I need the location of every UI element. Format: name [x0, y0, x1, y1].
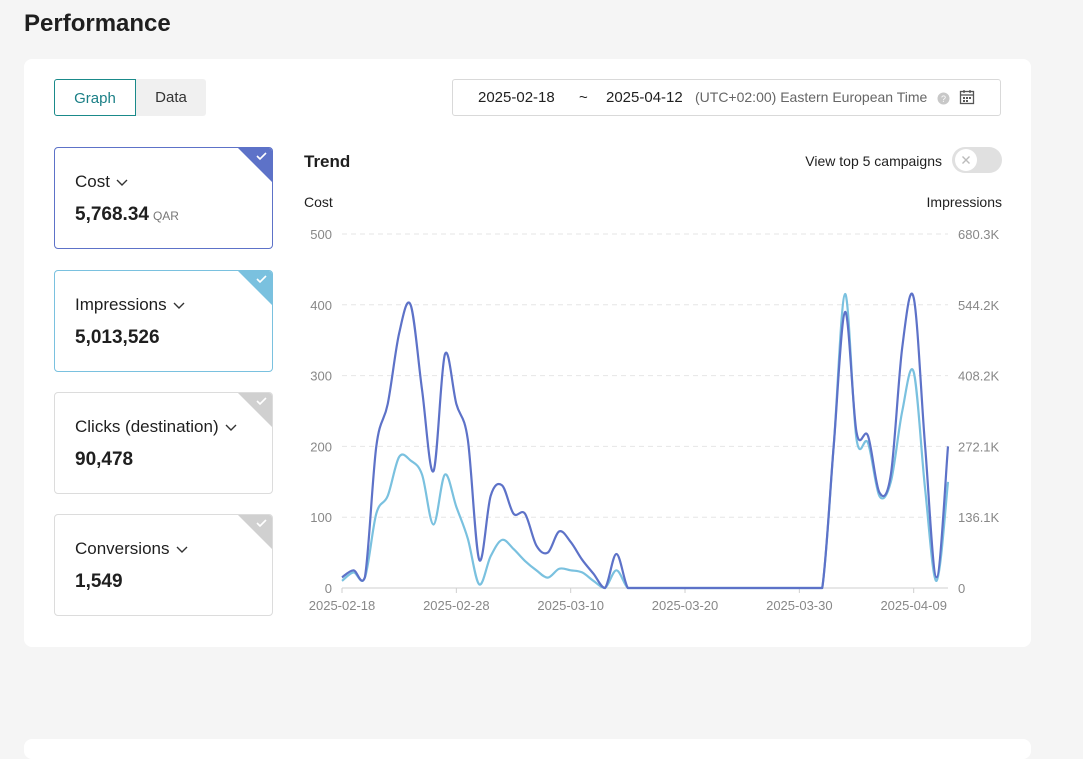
metric-card-cost[interactable]: Cost 5,768.34 QAR: [54, 147, 273, 249]
timezone: (UTC+02:00) Eastern European Time: [695, 89, 928, 105]
tab-data[interactable]: Data: [136, 79, 206, 116]
metric-value: 1,549: [75, 571, 123, 592]
unselected-corner: [238, 393, 272, 427]
y-tick-label: 200: [310, 439, 332, 454]
x-tick-label: 2025-02-18: [309, 598, 376, 613]
metric-card-impressions[interactable]: Impressions 5,013,526: [54, 270, 273, 372]
series-line: [341, 292, 950, 590]
chevron: [225, 424, 237, 431]
calendar-icon[interactable]: [959, 89, 975, 105]
y2-axis-label: Impressions: [927, 194, 1002, 210]
chevron: [176, 546, 187, 553]
x-tick-label: 2025-02-28: [423, 598, 490, 613]
metric-label: Clicks (destination): [75, 417, 219, 436]
svg-text:?: ?: [941, 94, 946, 104]
separator: ~: [579, 89, 588, 106]
y-tick-label: 500: [310, 227, 332, 242]
y2-tick-label: 408.2K: [958, 369, 1000, 384]
metric-label: Conversions: [75, 539, 170, 558]
start-date: 2025-02-18: [478, 89, 555, 106]
metric-label: Cost: [75, 172, 110, 191]
chevron: [173, 302, 185, 309]
metric-value: 5,013,526: [75, 327, 160, 348]
toggle-label: View top 5 campaigns: [805, 153, 942, 169]
metric-value: 90,478: [75, 449, 134, 470]
y-tick-label: 400: [310, 298, 332, 313]
y2-tick-label: 272.1K: [958, 439, 1000, 454]
y-tick-label: 100: [310, 510, 332, 525]
metric-label-wrap: Impressions: [75, 295, 185, 315]
y2-tick-label: 680.3K: [958, 227, 1000, 242]
x-tick-label: 2025-04-09: [880, 598, 947, 613]
chevron: [116, 179, 128, 186]
x-tick-label: 2025-03-20: [652, 598, 719, 613]
metric-unit: QAR: [152, 209, 179, 223]
y-tick-label: 0: [325, 581, 332, 596]
selected-corner: [238, 148, 272, 182]
y2-tick-label: 136.1K: [958, 510, 1000, 525]
date-range-picker[interactable]: 2025-02-18 ~ 2025-04-12 (UTC+02:00) East…: [452, 79, 1001, 116]
y-axis-label: Cost: [304, 194, 333, 210]
selected-corner: [238, 271, 272, 305]
metric-label-wrap: Conversions: [75, 539, 188, 559]
metric-value: 5,768.34: [75, 204, 149, 225]
y2-tick-label: 0: [958, 581, 965, 596]
metric-label: Impressions: [75, 295, 167, 314]
metric-label-wrap: Cost: [75, 172, 128, 192]
series-line: [341, 292, 950, 590]
page-title: Performance: [24, 10, 171, 37]
end-date: 2025-04-12: [606, 89, 683, 106]
toggle-switch[interactable]: [952, 147, 1002, 173]
x-tick-label: 2025-03-30: [766, 598, 833, 613]
metric-card-clicks[interactable]: Clicks (destination) 90,478: [54, 392, 273, 494]
x-tick-label: 2025-03-10: [537, 598, 604, 613]
metric-value-wrap: 5,768.34 QAR: [75, 204, 179, 226]
metric-label-wrap: Clicks (destination): [75, 417, 237, 437]
y2-tick-label: 544.2K: [958, 298, 1000, 313]
chart-title: Trend: [304, 152, 350, 171]
unselected-corner: [238, 515, 272, 549]
tab-graph[interactable]: Graph: [54, 79, 136, 116]
metric-card-conversions[interactable]: Conversions 1,549: [54, 514, 273, 616]
help-icon[interactable]: ?: [937, 92, 950, 105]
y-tick-label: 300: [310, 369, 332, 384]
